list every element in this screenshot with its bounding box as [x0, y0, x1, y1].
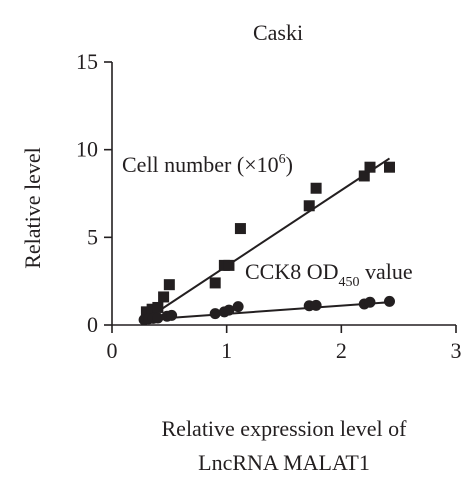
data-point-cell-number: [209, 277, 221, 289]
y-axis-label: Relative level: [20, 147, 45, 269]
y-tick-label: 5: [87, 224, 98, 249]
data-markers: [138, 161, 395, 326]
x-tick-label: 1: [221, 338, 232, 363]
fit-lines: [143, 157, 391, 322]
data-point-cell-number: [146, 303, 158, 315]
data-point-cck8: [364, 296, 376, 308]
fit-line-cell-number: [143, 157, 391, 322]
x-tick-label: 0: [107, 338, 118, 363]
x-tick-label: 3: [451, 338, 462, 363]
x-axis-label-line2: LncRNA MALAT1: [198, 450, 370, 475]
y-ticks: 0 5 10 15: [76, 49, 112, 337]
data-point-cck8: [166, 309, 178, 321]
data-point-cell-number: [152, 301, 164, 313]
y-tick-label: 15: [76, 49, 98, 74]
data-point-cell-number: [140, 306, 152, 318]
chart-title: Caski: [253, 20, 303, 45]
x-axis-label-line1: Relative expression level of: [162, 416, 408, 441]
series-label-cck8: CCK8 OD450 value: [245, 259, 413, 290]
y-tick-label: 10: [76, 137, 98, 162]
data-point-cell-number: [234, 223, 246, 235]
x-tick-label: 2: [336, 338, 347, 363]
data-point-cck8: [310, 299, 322, 311]
data-point-cell-number: [364, 161, 376, 173]
data-point-cell-number: [383, 161, 395, 173]
data-point-cell-number: [303, 200, 315, 212]
data-point-cck8: [209, 308, 221, 320]
series-label-cell-number: Cell number (×106): [122, 152, 293, 177]
data-point-cck8: [232, 301, 244, 313]
data-point-cell-number: [310, 182, 322, 194]
data-point-cell-number: [163, 279, 175, 291]
y-tick-label: 0: [87, 312, 98, 337]
data-point-cck8: [383, 295, 395, 307]
x-ticks: 0 1 2 3: [107, 325, 462, 363]
data-point-cell-number: [223, 259, 235, 271]
data-point-cck8: [152, 312, 164, 324]
fit-line-cck8: [144, 301, 390, 321]
data-point-cck8: [223, 304, 235, 316]
data-point-cell-number: [358, 170, 370, 182]
data-point-cell-number: [158, 291, 170, 303]
